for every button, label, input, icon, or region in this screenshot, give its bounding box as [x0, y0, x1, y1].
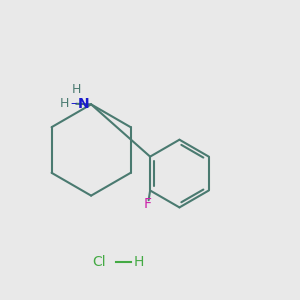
Text: H: H [134, 255, 144, 269]
Text: Cl: Cl [92, 255, 106, 269]
Text: H: H [60, 97, 70, 110]
Text: –: – [70, 97, 76, 110]
Text: H: H [71, 83, 81, 96]
Text: N: N [77, 97, 89, 111]
Text: F: F [143, 197, 151, 211]
